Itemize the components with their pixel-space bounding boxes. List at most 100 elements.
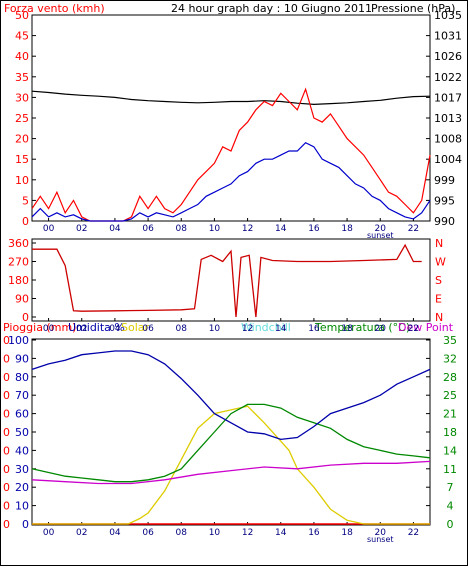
direction-x-tick-label: 14 [275,324,287,334]
wind-speed-line [31,141,431,222]
rain-y-tick-label: 0 [3,371,10,384]
legend-dewpoint: Dew Point [398,321,454,334]
compass-label: W [435,256,446,269]
direction-x-tick-label: 22 [408,324,419,334]
climate-x-tick-label: 22 [408,528,419,538]
rain-y-tick-label: 0 [3,352,10,365]
wind-panel [31,14,431,222]
climate-panel [31,338,431,526]
pressure-y-tick-label: 1031 [434,30,462,43]
wind-x-tick-label: 12 [242,224,253,234]
direction-x-tick-label: 00 [43,324,55,334]
temperature-y-tick-label: 21 [443,408,457,421]
wind-x-tick-label: 02 [76,224,87,234]
humidity-y-tick-label: 20 [15,481,29,494]
rain-y-tick-label: 0 [3,389,10,402]
humidity-y-tick-label: 60 [15,408,29,421]
wind-y-tick-label: 30 [15,91,29,104]
rain-y-tick-label: 0 [3,463,10,476]
climate-x-tick-label: 18 [341,528,353,538]
wind-x-tick-label: 00 [43,224,55,234]
climate-x-tick-label: 00 [43,528,55,538]
climate-x-tick-label: 06 [142,528,154,538]
wind-y-tick-label: 25 [15,112,29,125]
chart-title: 24 hour graph day : 10 Giugno 2011 [171,2,372,15]
pressure-y-tick-label: 995 [434,194,455,207]
wind-y-tick-label: 5 [22,194,29,207]
wind-y-tick-label: 45 [15,30,29,43]
temperature-y-tick-label: 14 [443,444,457,457]
temperature-y-tick-label: 25 [443,389,457,402]
direction-y-tick-label: 0 [22,311,29,324]
legend-humidity: Umidita % [68,321,125,334]
climate-x-tick-label: 14 [275,528,287,538]
pressure-line [31,90,431,106]
compass-label: S [435,274,442,287]
wind-x-tick-label: 04 [109,224,121,234]
humidity-y-tick-label: 70 [15,389,29,402]
pressure-y-tick-label: 1035 [434,9,462,22]
pressure-y-tick-label: 1013 [434,112,462,125]
temperature-y-tick-label: 4 [447,500,454,513]
humidity-y-tick-label: 80 [15,371,29,384]
humidity-y-tick-label: 40 [15,444,29,457]
direction-x-tick-label: 18 [341,324,353,334]
wind-y-tick-label: 35 [15,71,29,84]
direction-y-tick-label: 270 [8,256,29,269]
humidity-line [31,350,431,441]
compass-label: N [435,237,443,250]
rain-y-tick-label: 0 [3,334,10,347]
direction-x-tick-label: 20 [375,324,387,334]
rain-y-tick-label: 0 [3,444,10,457]
pressure-axis-title: Pressione (hPa) [371,2,455,15]
wind-y-tick-label: 40 [15,50,29,63]
pressure-y-tick-label: 1026 [434,50,462,63]
wind-x-tick-label: 22 [408,224,419,234]
wind-x-tick-label: 14 [275,224,287,234]
sunset-label: sunset [367,231,394,240]
humidity-y-tick-label: 100 [8,334,29,347]
solar-line [32,405,430,525]
wind-x-tick-label: 16 [308,224,320,234]
wind-y-tick-label: 0 [22,215,29,228]
direction-x-tick-label: 04 [109,324,121,334]
wind-y-tick-label: 50 [15,9,29,22]
legend-windchill: Windchill [241,321,291,334]
climate-x-tick-label: 04 [109,528,121,538]
dewpoint-line [31,460,431,485]
climate-x-tick-label: 20 [375,528,387,538]
temperature-y-tick-label: 18 [443,426,457,439]
wind-x-tick-label: 06 [142,224,154,234]
humidity-y-tick-label: 0 [22,518,29,531]
wind-x-tick-label: 18 [341,224,353,234]
wind-y-tick-label: 20 [15,133,29,146]
direction-y-tick-label: 360 [8,237,29,250]
direction-x-tick-label: 10 [209,324,221,334]
pressure-y-tick-label: 990 [434,215,455,228]
sunset-label-bottom: sunset [367,535,394,544]
climate-x-tick-label: 12 [242,528,253,538]
wind-y-tick-label: 15 [15,153,29,166]
temperature-line [31,403,431,483]
wind-x-tick-label: 08 [176,224,188,234]
direction-x-tick-label: 12 [242,324,253,334]
temperature-y-tick-label: 11 [443,463,457,476]
wind-direction-line [32,243,422,318]
legend-temperature: Temperatura (°C) [314,321,410,334]
rain-y-tick-label: 0 [3,426,10,439]
pressure-y-tick-label: 1004 [434,153,462,166]
wind-x-tick-label: 20 [375,224,387,234]
compass-label: N [435,311,443,324]
wind-y-tick-label: 10 [15,174,29,187]
wind-axis-title: Forza vento (kmh) [4,2,105,15]
humidity-y-tick-label: 50 [15,426,29,439]
direction-y-tick-label: 90 [15,293,29,306]
temperature-y-tick-label: 32 [443,352,457,365]
climate-x-tick-label: 16 [308,528,320,538]
humidity-y-tick-label: 10 [15,500,29,513]
temperature-y-tick-label: 28 [443,371,457,384]
direction-x-tick-label: 06 [142,324,154,334]
compass-label: E [435,293,442,306]
pressure-y-tick-label: 1008 [434,133,462,146]
